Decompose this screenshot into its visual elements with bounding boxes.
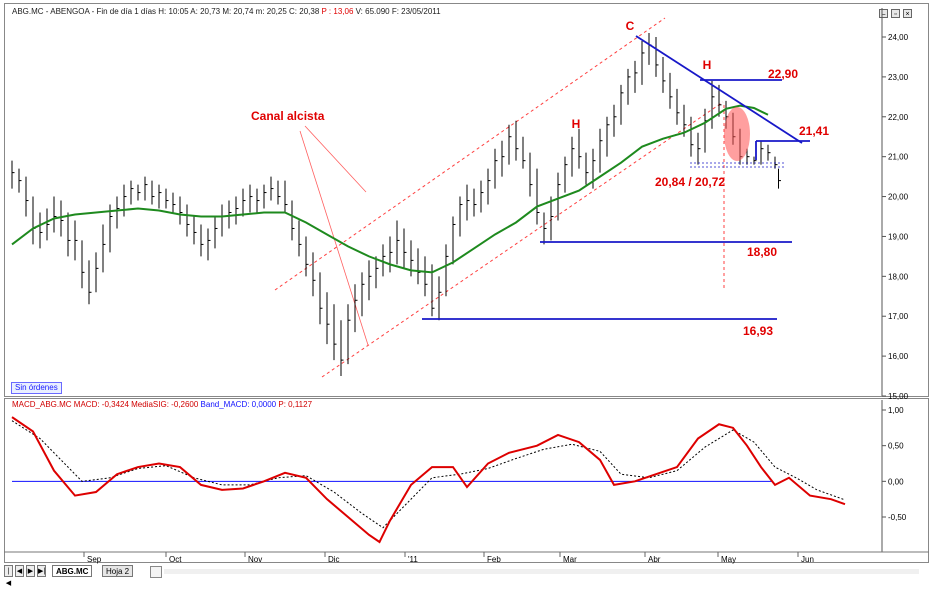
- macd-header-text: MACD_ABG.MC MACD: -0,3424 MediaSIG: -0,2…: [12, 400, 199, 409]
- macd-header-band: Band_MACD: 0,0000: [200, 400, 277, 409]
- minimize-button[interactable]: ‒: [879, 9, 888, 18]
- prev-sheet-button[interactable]: ◀: [15, 565, 24, 577]
- macd-header-p: P: 0,1127: [278, 400, 313, 409]
- price-y-tick-label: 24,00: [888, 33, 909, 42]
- x-tick-label: Abr: [648, 555, 661, 564]
- price-y-tick-label: 23,00: [888, 73, 909, 82]
- sheet-tab-bar: |◀ ◀ ▶ ▶| ABG.MC Hoja 2: [4, 565, 929, 587]
- annotation-c: C: [626, 19, 635, 33]
- price-y-tick-label: 22,00: [888, 113, 909, 122]
- tab-hoja-2[interactable]: Hoja 2: [102, 565, 134, 577]
- price-header-p: P : 13,06: [321, 7, 354, 16]
- x-tick-label: Jun: [801, 555, 814, 564]
- x-tick-label: Mar: [563, 555, 577, 564]
- x-tick-label: May: [721, 555, 736, 564]
- x-tick-label: Oct: [169, 555, 182, 564]
- macd-y-tick-label: -0,50: [888, 513, 907, 522]
- next-sheet-icon: ▶: [27, 568, 34, 575]
- price-y-tick-label: 18,00: [888, 272, 909, 281]
- price-y-tick-label: 16,00: [888, 352, 909, 361]
- next-sheet-button[interactable]: ▶: [26, 565, 35, 577]
- last-sheet-icon: ▶|: [38, 568, 46, 575]
- annotation-20-84-20-72: 20,84 / 20,72: [655, 175, 725, 189]
- x-tick-label: Feb: [487, 555, 501, 564]
- price-y-tick-label: 19,00: [888, 232, 909, 241]
- close-button[interactable]: ×: [903, 9, 912, 18]
- maximize-button[interactable]: ▫: [891, 9, 900, 18]
- x-tick-label: '11: [408, 555, 418, 564]
- macd-y-tick-label: 1,00: [888, 406, 904, 415]
- channel-upper-line: [274, 17, 666, 291]
- annotation-22-90: 22,90: [768, 67, 798, 81]
- macd-y-tick-label: 0,00: [888, 477, 904, 486]
- annotation-h-left: H: [572, 117, 581, 131]
- highlight-ellipse: [724, 107, 750, 161]
- price-y-tick-label: 15,00: [888, 392, 909, 401]
- macd-y-tick-label: 0,50: [888, 442, 904, 451]
- x-tick-label: Dic: [328, 555, 340, 564]
- price-y-tick-label: 17,00: [888, 312, 909, 321]
- horizontal-scrollbar-track[interactable]: [164, 569, 919, 574]
- price-y-tick-label: 20,00: [888, 193, 909, 202]
- price-header-tail: V: 65.090 F: 23/05/2011: [355, 7, 441, 16]
- first-sheet-icon: |◀: [5, 568, 12, 587]
- status-badge[interactable]: Sin órdenes: [11, 382, 62, 394]
- macd-signal-line: [11, 420, 846, 529]
- macd-header: MACD_ABG.MC MACD: -0,3424 MediaSIG: -0,2…: [12, 400, 312, 409]
- annotation-canal-alcista: Canal alcista: [251, 109, 325, 123]
- price-header-text: ABG.MC - ABENGOA - Fin de día 1 días H: …: [12, 7, 320, 16]
- annotation-h-right: H: [703, 58, 712, 72]
- moving-average-line: [11, 104, 769, 274]
- macd-line: [11, 416, 846, 544]
- prev-sheet-icon: ◀: [16, 568, 23, 575]
- tab-scrollbar[interactable]: [150, 566, 162, 578]
- tab-abg[interactable]: ABG.MC: [52, 565, 93, 577]
- last-sheet-button[interactable]: ▶|: [37, 565, 46, 577]
- macd-panel: [4, 398, 929, 563]
- annotation-21-41: 21,41: [799, 124, 829, 138]
- annotation-16-93: 16,93: [743, 324, 773, 338]
- canal-label-leader-2: [304, 125, 367, 193]
- descending-trendline: [635, 35, 803, 144]
- annotation-18-80: 18,80: [747, 245, 777, 259]
- first-sheet-button[interactable]: |◀: [4, 565, 13, 587]
- x-tick-label: Sep: [87, 555, 102, 564]
- price-header: ABG.MC - ABENGOA - Fin de día 1 días H: …: [12, 7, 441, 16]
- price-y-tick-label: 21,00: [888, 153, 909, 162]
- x-tick-label: Nov: [248, 555, 262, 564]
